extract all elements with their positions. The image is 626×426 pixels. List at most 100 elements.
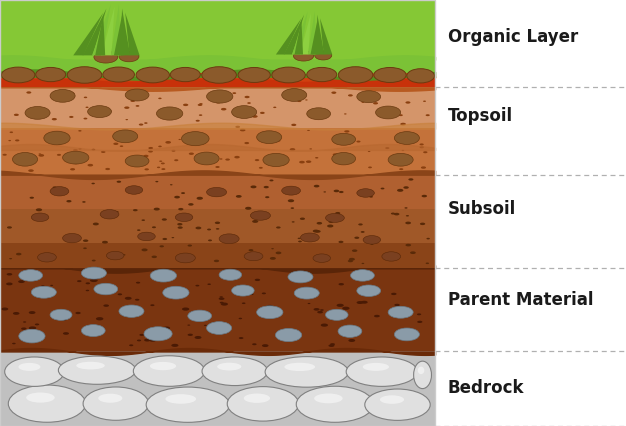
Ellipse shape	[63, 151, 89, 164]
Polygon shape	[320, 18, 332, 55]
Ellipse shape	[419, 144, 424, 145]
Ellipse shape	[188, 245, 192, 247]
Ellipse shape	[50, 187, 69, 196]
Ellipse shape	[346, 357, 418, 386]
Ellipse shape	[306, 161, 311, 163]
Bar	[0, 0, 435, 60]
Ellipse shape	[426, 262, 429, 264]
Polygon shape	[101, 6, 115, 55]
Text: Topsoil: Topsoil	[448, 107, 513, 125]
Ellipse shape	[394, 132, 419, 144]
Ellipse shape	[125, 89, 149, 101]
Ellipse shape	[204, 325, 207, 326]
Ellipse shape	[337, 304, 344, 307]
Ellipse shape	[141, 219, 145, 221]
Ellipse shape	[406, 244, 411, 246]
Ellipse shape	[368, 151, 371, 152]
Ellipse shape	[18, 280, 25, 283]
Ellipse shape	[332, 153, 338, 156]
Ellipse shape	[394, 328, 419, 341]
Ellipse shape	[93, 222, 99, 225]
Ellipse shape	[188, 334, 193, 336]
Ellipse shape	[163, 286, 189, 299]
Ellipse shape	[391, 293, 396, 295]
Ellipse shape	[357, 91, 381, 103]
Ellipse shape	[260, 112, 265, 114]
Ellipse shape	[395, 253, 399, 255]
Ellipse shape	[263, 153, 289, 167]
Ellipse shape	[181, 192, 185, 194]
Ellipse shape	[218, 297, 225, 300]
Ellipse shape	[339, 283, 344, 285]
Ellipse shape	[31, 286, 56, 298]
Ellipse shape	[7, 226, 12, 229]
Polygon shape	[284, 14, 304, 55]
Ellipse shape	[307, 108, 331, 120]
Ellipse shape	[138, 232, 155, 241]
Ellipse shape	[352, 249, 357, 252]
Ellipse shape	[165, 141, 171, 144]
Ellipse shape	[406, 215, 409, 216]
Polygon shape	[111, 4, 121, 55]
Ellipse shape	[113, 143, 118, 145]
Ellipse shape	[330, 343, 335, 345]
Ellipse shape	[361, 263, 364, 264]
Ellipse shape	[228, 236, 232, 238]
Ellipse shape	[35, 323, 39, 325]
Ellipse shape	[207, 322, 232, 334]
Ellipse shape	[199, 114, 202, 116]
Ellipse shape	[247, 102, 251, 104]
Ellipse shape	[339, 191, 344, 193]
Ellipse shape	[13, 312, 19, 315]
Ellipse shape	[339, 241, 344, 243]
Ellipse shape	[149, 339, 156, 342]
Ellipse shape	[153, 207, 160, 210]
Ellipse shape	[351, 270, 374, 281]
Ellipse shape	[165, 394, 196, 404]
Ellipse shape	[421, 167, 426, 169]
Ellipse shape	[178, 139, 181, 140]
Bar	[0, 209, 435, 243]
Ellipse shape	[129, 344, 133, 346]
Ellipse shape	[146, 387, 230, 422]
Ellipse shape	[95, 291, 98, 292]
Ellipse shape	[130, 100, 135, 102]
Ellipse shape	[26, 392, 54, 403]
Ellipse shape	[88, 164, 93, 167]
Ellipse shape	[70, 168, 75, 170]
Bar	[0, 351, 435, 426]
Ellipse shape	[5, 357, 64, 386]
Ellipse shape	[94, 283, 118, 295]
Ellipse shape	[178, 226, 183, 229]
Ellipse shape	[86, 290, 89, 291]
Ellipse shape	[414, 361, 431, 389]
Ellipse shape	[329, 344, 334, 347]
Ellipse shape	[9, 132, 13, 133]
Ellipse shape	[402, 150, 404, 151]
Ellipse shape	[324, 191, 326, 193]
Ellipse shape	[53, 133, 58, 135]
Ellipse shape	[265, 357, 348, 387]
Polygon shape	[120, 9, 130, 55]
Ellipse shape	[284, 363, 315, 371]
Ellipse shape	[307, 67, 337, 82]
Ellipse shape	[19, 329, 45, 343]
Ellipse shape	[100, 210, 119, 219]
Ellipse shape	[202, 357, 267, 386]
Ellipse shape	[275, 159, 280, 161]
Ellipse shape	[365, 389, 430, 420]
Ellipse shape	[86, 282, 90, 284]
Ellipse shape	[399, 114, 403, 116]
Ellipse shape	[300, 233, 319, 242]
Ellipse shape	[361, 301, 367, 304]
Ellipse shape	[276, 227, 280, 229]
Ellipse shape	[358, 223, 362, 225]
Ellipse shape	[1, 67, 35, 83]
Polygon shape	[92, 4, 111, 55]
Ellipse shape	[317, 222, 322, 225]
Ellipse shape	[125, 297, 131, 300]
Ellipse shape	[232, 92, 236, 94]
Ellipse shape	[371, 244, 373, 245]
Ellipse shape	[83, 239, 88, 242]
Ellipse shape	[215, 222, 220, 224]
